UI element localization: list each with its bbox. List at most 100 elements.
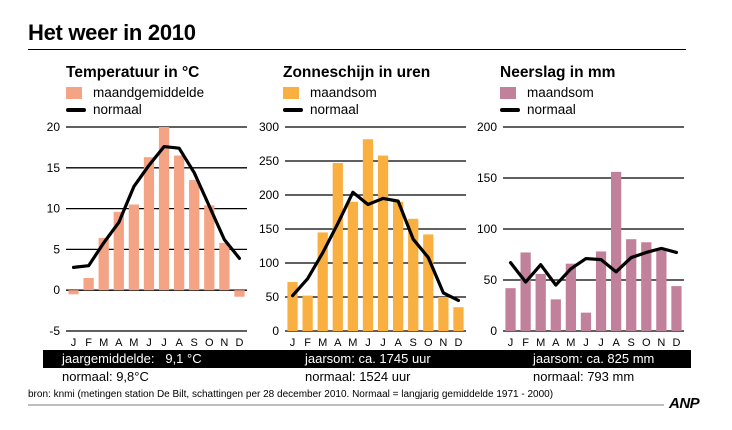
y-tick-label: 100 (477, 222, 497, 236)
x-tick-label: S (191, 337, 198, 349)
panel-title: Temperatuur in °C (66, 64, 200, 81)
x-tick-label: O (424, 337, 433, 349)
y-tick-label: 5 (53, 242, 60, 256)
bar (565, 263, 577, 331)
bar (143, 157, 155, 291)
y-tick-label: 0 (53, 283, 60, 297)
bar (610, 171, 622, 331)
bar (219, 242, 230, 291)
bar (347, 201, 359, 331)
y-tick-label: 200 (477, 120, 497, 134)
y-tick-label: 250 (259, 154, 279, 168)
legend-label: maandsom (310, 85, 377, 100)
x-tick-label: N (657, 337, 665, 349)
summary-normal-sunshine: normaal: 1524 uur (305, 369, 411, 384)
y-tick-label: 15 (47, 161, 61, 175)
y-tick-label: 0 (490, 324, 497, 338)
bar (535, 273, 546, 331)
x-tick-label: A (334, 337, 342, 349)
bar (656, 249, 667, 331)
legend-line-marker (283, 108, 303, 112)
bar (580, 312, 592, 331)
legend-swatch (283, 87, 299, 99)
x-tick-label: D (235, 337, 243, 349)
series-line-normaal (71, 144, 242, 269)
x-tick-label: S (410, 337, 417, 349)
panel-title: Neerslag in mm (500, 64, 616, 81)
x-tick-label: M (318, 337, 327, 349)
x-tick-label: J (583, 337, 589, 349)
bar (438, 297, 449, 331)
x-tick-label: D (454, 337, 462, 349)
summary-normal-temperature: normaal: 9,8°C (62, 369, 149, 384)
page-title: Het weer in 2010 (28, 20, 196, 45)
x-tick-label: N (439, 337, 447, 349)
x-tick-label: A (175, 337, 183, 349)
legend-label: normaal (93, 102, 142, 117)
bar (377, 155, 389, 331)
x-tick-label: N (220, 337, 228, 349)
bar (317, 232, 328, 331)
bar (595, 251, 607, 331)
x-tick-label: J (290, 337, 296, 349)
y-tick-label: 200 (259, 188, 279, 202)
bar (453, 307, 464, 331)
x-tick-label: M (566, 337, 575, 349)
x-tick-label: F (304, 337, 311, 349)
bar (505, 288, 516, 331)
x-tick-label: A (115, 337, 123, 349)
bar (68, 290, 79, 295)
y-tick-label: 20 (47, 120, 61, 134)
y-tick-label: -5 (49, 324, 60, 338)
y-tick-label: 100 (259, 256, 279, 270)
x-tick-label: O (205, 337, 214, 349)
bar (98, 237, 109, 291)
anp-logo: ANP (669, 395, 700, 412)
y-tick-label: 150 (477, 171, 497, 185)
footer-rule (28, 404, 664, 406)
x-tick-label: D (672, 337, 680, 349)
y-tick-label: 50 (266, 290, 280, 304)
bar (234, 290, 245, 297)
bar (173, 155, 185, 291)
legend-label: maandsom (527, 85, 594, 100)
x-tick-label: A (394, 337, 402, 349)
bar (671, 286, 682, 331)
bar (550, 299, 561, 331)
x-tick-label: M (129, 337, 138, 349)
bar (128, 204, 140, 291)
bar (287, 282, 298, 331)
summary-year-sunshine: jaarsom: ca. 1745 uur (305, 351, 431, 366)
bar (423, 234, 434, 331)
x-tick-label: A (552, 337, 560, 349)
y-tick-label: 10 (47, 202, 61, 216)
bar (626, 239, 637, 331)
bar (113, 211, 124, 291)
summary-year-precipitation: jaarsom: ca. 825 mm (533, 351, 655, 366)
x-tick-label: J (598, 337, 604, 349)
x-tick-label: F (522, 337, 529, 349)
x-tick-label: J (161, 337, 167, 349)
summary-normal-precipitation: normaal: 793 mm (533, 369, 635, 384)
legend-swatch (66, 87, 82, 99)
bar (83, 277, 94, 291)
legend-swatch (500, 87, 516, 99)
x-tick-label: M (348, 337, 357, 349)
bar (641, 242, 652, 331)
source-note: bron: knmi (metingen station De Bilt, sc… (28, 389, 554, 400)
x-tick-label: M (99, 337, 108, 349)
legend-line-marker (500, 108, 520, 112)
x-tick-label: J (365, 337, 371, 349)
legend-line-marker (66, 108, 86, 112)
x-tick-label: J (508, 337, 514, 349)
bar (189, 180, 200, 291)
y-tick-label: 150 (259, 222, 279, 236)
panel-title: Zonneschijn in uren (283, 64, 431, 81)
x-tick-label: A (612, 337, 620, 349)
bar (362, 139, 374, 331)
x-tick-label: F (85, 337, 92, 349)
